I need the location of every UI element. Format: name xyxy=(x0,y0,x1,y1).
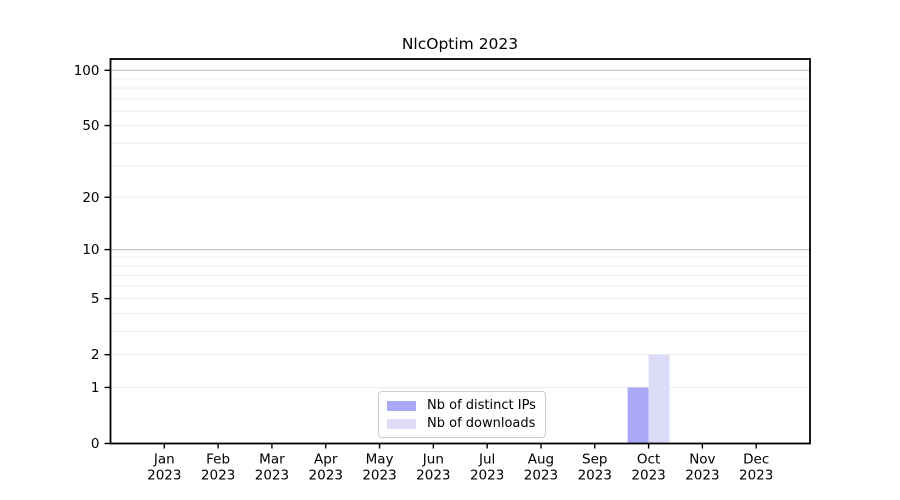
x-tick-label-year: 2023 xyxy=(739,468,773,484)
x-tick-label-year: 2023 xyxy=(470,468,504,484)
y-tick-label: 1 xyxy=(91,380,100,396)
x-tick-label-year: 2023 xyxy=(201,468,235,484)
legend: Nb of distinct IPs Nb of downloads xyxy=(378,391,546,438)
y-tick-label: 10 xyxy=(82,242,99,258)
x-tick-label-year: 2023 xyxy=(255,468,289,484)
y-tick-label: 2 xyxy=(91,347,100,363)
legend-label-distinct-ips: Nb of distinct IPs xyxy=(427,398,536,413)
legend-item-distinct-ips: Nb of distinct IPs xyxy=(387,398,536,413)
legend-swatch-downloads xyxy=(387,418,416,429)
y-tick-label: 50 xyxy=(82,118,99,134)
x-tick-label-month: Oct xyxy=(637,452,660,468)
legend-item-downloads: Nb of downloads xyxy=(387,416,536,431)
x-tick-label-month: Aug xyxy=(528,452,554,468)
x-tick-label-year: 2023 xyxy=(578,468,612,484)
x-tick-label-year: 2023 xyxy=(631,468,665,484)
bar-distinct-ips xyxy=(627,387,649,444)
x-tick-label-month: Jan xyxy=(153,452,175,468)
bar-downloads xyxy=(648,354,670,444)
x-tick-label-year: 2023 xyxy=(685,468,719,484)
x-tick-label-month: May xyxy=(366,452,394,468)
legend-label-downloads: Nb of downloads xyxy=(427,416,536,431)
x-tick-label-month: Apr xyxy=(314,452,338,468)
x-tick-label-year: 2023 xyxy=(309,468,343,484)
x-tick-label-month: Nov xyxy=(689,452,715,468)
chart-title: NlcOptim 2023 xyxy=(401,35,519,53)
x-tick-label-year: 2023 xyxy=(524,468,558,484)
x-tick-label-year: 2023 xyxy=(147,468,181,484)
y-tick-label: 20 xyxy=(82,190,99,206)
y-tick-label: 100 xyxy=(74,63,100,79)
y-tick-label: 5 xyxy=(91,291,100,307)
plot-border xyxy=(109,58,811,445)
x-tick-label-month: Mar xyxy=(259,452,285,468)
x-tick-label-month: Sep xyxy=(582,452,607,468)
x-tick-label-month: Feb xyxy=(206,452,230,468)
x-tick-label-year: 2023 xyxy=(362,468,396,484)
x-tick-label-month: Jun xyxy=(422,452,444,468)
y-tick-label: 0 xyxy=(91,436,100,452)
x-tick-label-year: 2023 xyxy=(416,468,450,484)
legend-swatch-distinct-ips xyxy=(387,400,416,411)
x-tick-label-month: Jul xyxy=(478,452,495,468)
x-tick-label-month: Dec xyxy=(743,452,769,468)
